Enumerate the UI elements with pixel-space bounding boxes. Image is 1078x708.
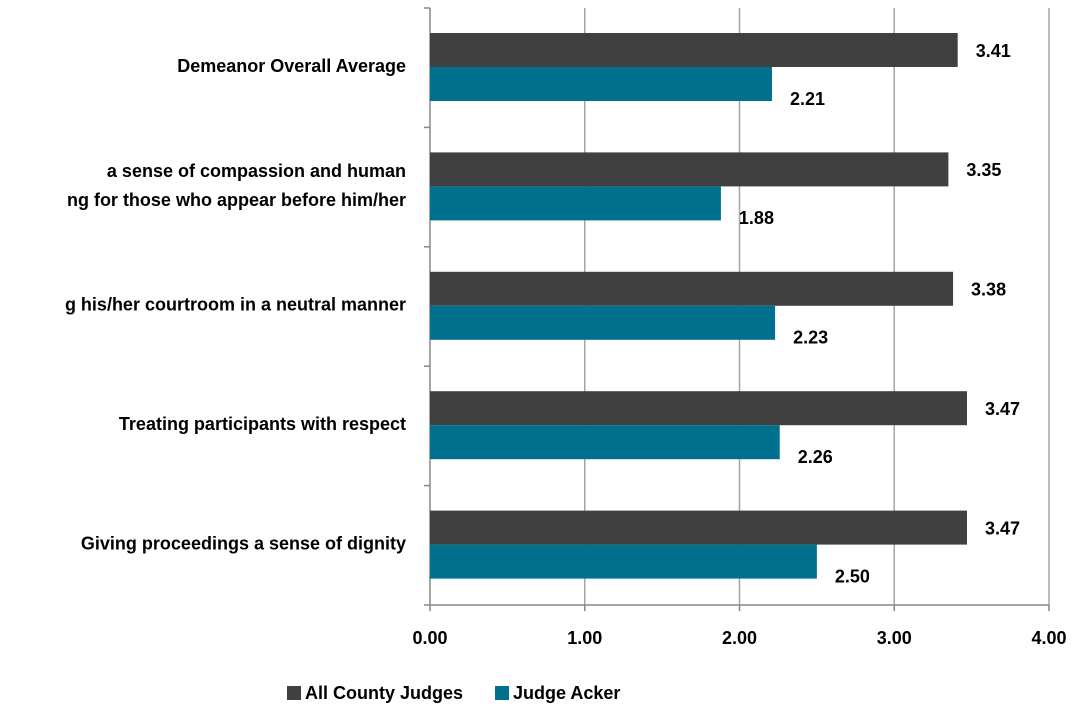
x-tick-label: 4.00 [1031, 628, 1066, 648]
data-label: 3.41 [976, 41, 1011, 61]
bar [430, 425, 780, 460]
legend-label: All County Judges [305, 683, 463, 703]
y-tick-label: Treating participants with respect [119, 414, 406, 434]
legend-swatch [495, 686, 510, 700]
y-tick-label: a sense of compassion and human ng for th… [67, 161, 406, 210]
data-label: 3.35 [966, 160, 1001, 180]
data-label: 3.47 [985, 399, 1020, 419]
data-label: 2.26 [798, 447, 833, 467]
data-label: 3.38 [971, 280, 1006, 300]
bar [430, 152, 949, 187]
data-label: 2.50 [835, 566, 870, 586]
legend-swatch [287, 686, 301, 700]
y-tick-label: g his/her courtroom in a neutral manner [65, 295, 406, 315]
data-label: 2.23 [793, 328, 828, 348]
data-label: 3.47 [985, 518, 1020, 538]
bar [430, 305, 776, 340]
bar [430, 271, 954, 306]
y-tick-label: Giving proceedings a sense of dignity [81, 533, 406, 553]
bar [430, 391, 967, 426]
x-tick-label: 1.00 [567, 628, 602, 648]
x-tick-label: 3.00 [877, 628, 912, 648]
bar [430, 510, 967, 545]
bar [430, 544, 817, 579]
bar [430, 33, 958, 67]
bar [430, 67, 772, 101]
x-tick-label: 2.00 [722, 628, 757, 648]
data-label: 1.88 [739, 208, 774, 228]
bar [430, 186, 721, 221]
legend-label: Judge Acker [513, 683, 620, 703]
data-label: 2.21 [790, 89, 825, 109]
y-tick-label: Demeanor Overall Average [177, 56, 406, 76]
x-tick-label: 0.00 [412, 628, 447, 648]
